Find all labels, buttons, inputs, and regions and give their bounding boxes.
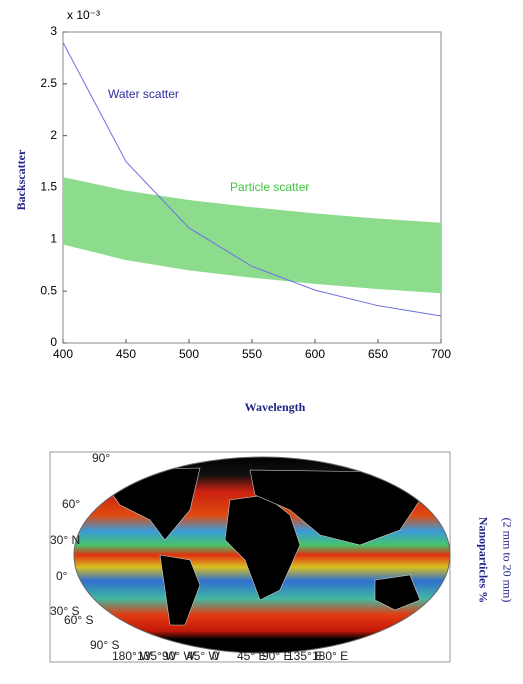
y-tick-label: 0.5	[40, 283, 57, 297]
lon-label: 180° E	[312, 649, 348, 663]
plot-frame	[62, 31, 442, 344]
water-label: Water scatter	[108, 87, 179, 101]
x-tick-label: 700	[431, 347, 451, 361]
side-title: Nanoparticles %	[476, 517, 490, 603]
lon-label: 0	[212, 649, 219, 663]
lon-label: 45° E	[237, 649, 266, 663]
y-tick-label: 1.5	[40, 180, 57, 194]
lon-label: 135° E	[287, 649, 323, 663]
x-axis-label: Wavelength	[245, 400, 306, 414]
y-tick-label: 0	[50, 335, 57, 349]
x-tick-label: 600	[305, 347, 325, 361]
x-tick-label: 500	[179, 347, 199, 361]
multiplier: x 10⁻³	[67, 8, 100, 22]
y-tick-label: 2.5	[40, 76, 57, 90]
map: Nanoparticles % (2 mm to 20 mm) 90° 60° 30…	[49, 451, 514, 663]
lat-label: 90°	[92, 451, 110, 465]
y-tick-label: 2	[50, 128, 57, 142]
lon-label: 90° W	[162, 649, 195, 663]
y-axis-label: Backscatter	[14, 149, 28, 210]
lon-label: 180° W	[112, 649, 152, 663]
x-tick-label: 400	[53, 347, 73, 361]
y-tick-label: 3	[50, 24, 57, 38]
lon-label: 45° W	[187, 649, 220, 663]
lon-label: 135° W	[137, 649, 177, 663]
lat-label: 0°	[56, 569, 68, 583]
x-tick-label: 650	[368, 347, 388, 361]
water-line	[62, 42, 442, 317]
particle-band	[63, 177, 441, 294]
lat-label: 90° S	[90, 638, 119, 652]
lon-label: 90° E	[262, 649, 291, 663]
side-subtitle: (2 mm to 20 mm)	[500, 518, 514, 603]
particle-label: Particle scatter	[230, 180, 309, 194]
lat-label: 30° S	[50, 604, 79, 618]
x-tick-label: 550	[242, 347, 262, 361]
lat-label: 60°	[62, 497, 80, 511]
lat-label: 60° S	[64, 613, 93, 627]
y-tick-label: 1	[50, 232, 57, 246]
x-tick-label: 450	[116, 347, 136, 361]
lat-label: 30° N	[50, 533, 80, 547]
